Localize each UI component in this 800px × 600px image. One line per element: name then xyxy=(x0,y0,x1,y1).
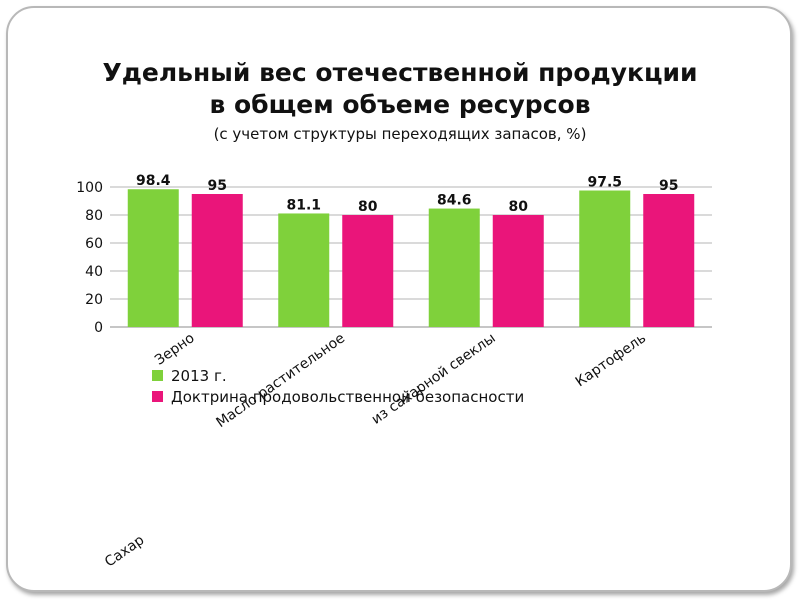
legend-label-2013: 2013 г. xyxy=(171,366,227,385)
legend-swatch-pink xyxy=(152,391,163,402)
bar-series-doctrine xyxy=(492,215,544,327)
y-tick-label: 60 xyxy=(85,236,103,252)
y-tick-label: 0 xyxy=(94,320,103,336)
data-label: 80 xyxy=(358,199,378,215)
bar-series-doctrine xyxy=(191,194,243,327)
bar-series-2013 xyxy=(127,189,179,327)
x-category-label: Картофель xyxy=(573,330,649,390)
bar-series-doctrine xyxy=(643,194,695,327)
data-label: 84.6 xyxy=(437,193,472,209)
data-label: 81.1 xyxy=(286,197,321,213)
y-tick-label: 100 xyxy=(76,180,103,196)
data-label: 98.4 xyxy=(136,173,171,189)
chart-legend: 2013 г. Доктрина продовольственной безоп… xyxy=(152,365,524,407)
legend-label-doctrine: Доктрина продовольственной безопасности xyxy=(171,387,525,406)
data-label: 80 xyxy=(509,199,529,215)
legend-item-doctrine: Доктрина продовольственной безопасности xyxy=(152,386,524,407)
bar-series-doctrine xyxy=(342,215,394,327)
data-label: 95 xyxy=(208,178,227,194)
chart-title-line2: в общем объеме ресурсов xyxy=(209,90,591,119)
y-tick-label: 40 xyxy=(85,264,103,280)
x-category-label-fragment: Сахар xyxy=(102,532,147,570)
data-label: 97.5 xyxy=(587,175,622,191)
y-tick-label: 20 xyxy=(85,292,103,308)
chart-title-line1: Удельный вес отечественной продукции xyxy=(102,58,698,87)
chart-subtitle: (с учетом структуры переходящих запасов,… xyxy=(213,125,587,143)
legend-swatch-green xyxy=(152,370,163,381)
y-tick-label: 80 xyxy=(85,208,103,224)
bar-series-2013 xyxy=(278,213,330,327)
x-category-label: Зерно xyxy=(152,330,197,368)
bar-series-2013 xyxy=(579,190,631,327)
legend-item-2013: 2013 г. xyxy=(152,365,524,386)
data-label: 95 xyxy=(659,178,678,194)
bar-series-2013 xyxy=(428,208,480,327)
